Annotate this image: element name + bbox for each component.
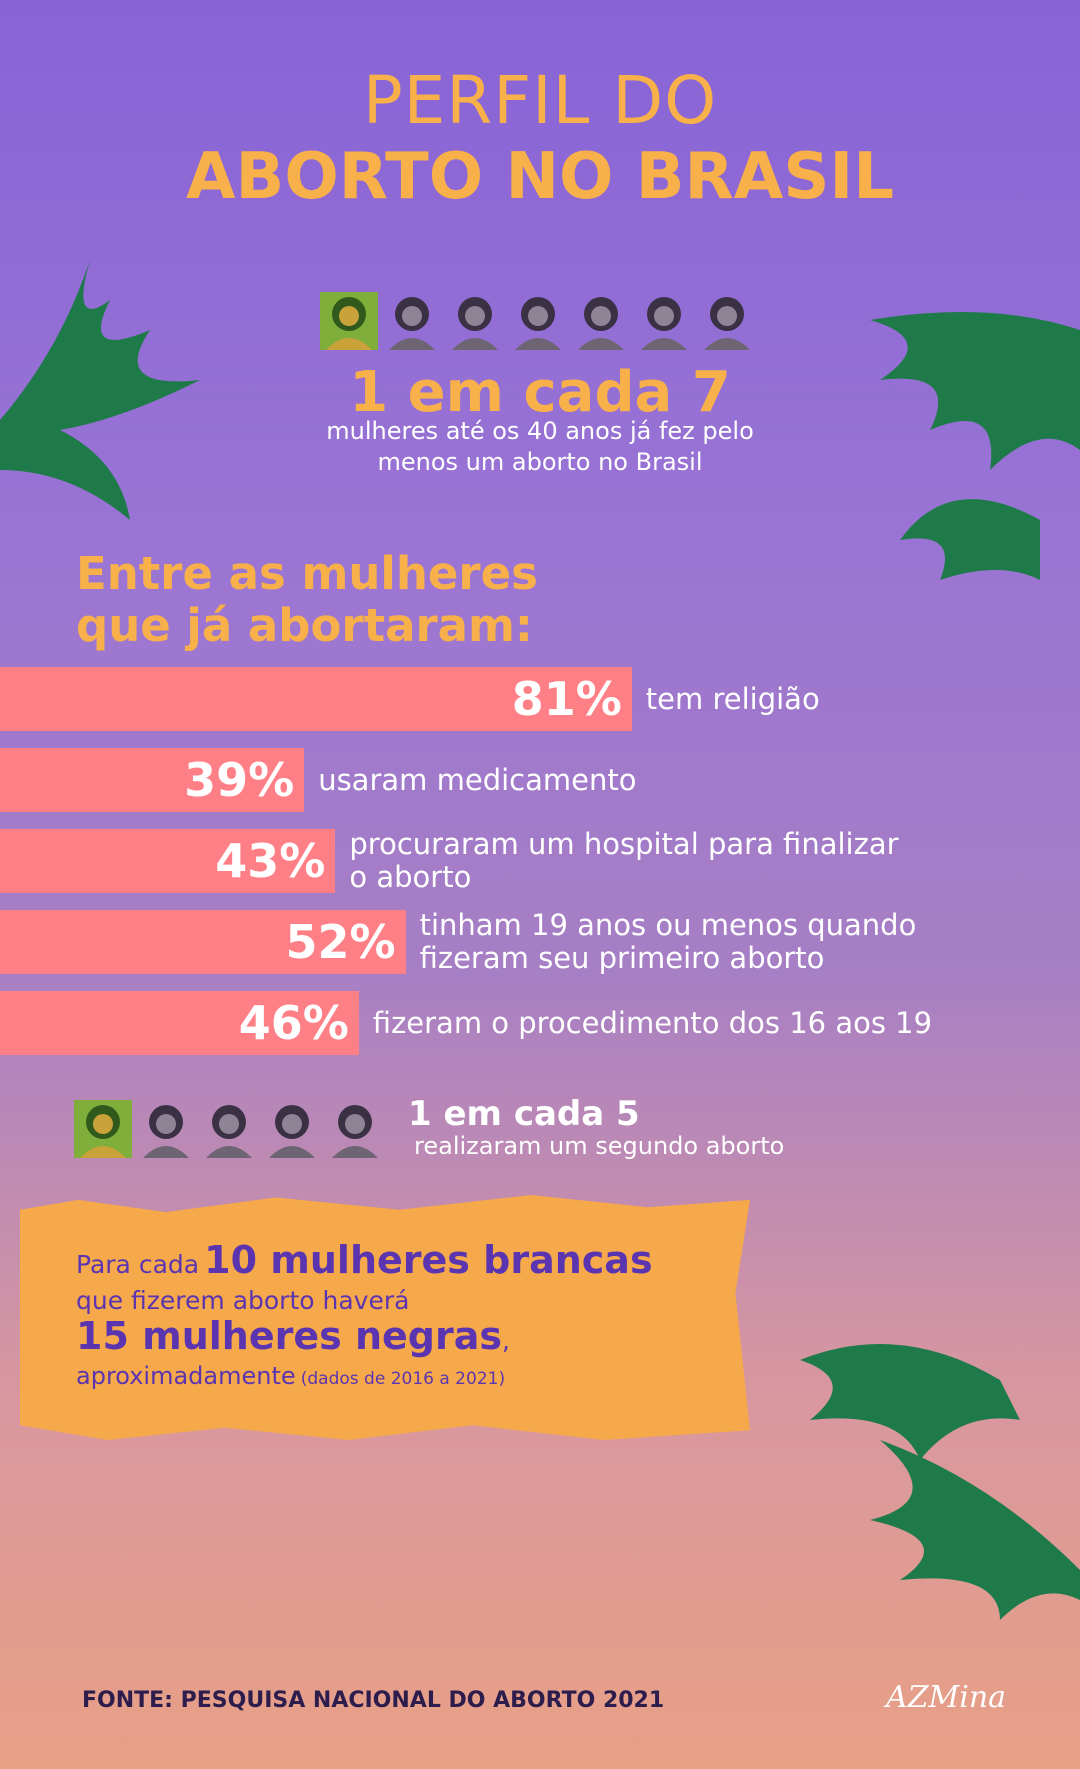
callout-line4: aproximadamente (dados de 2016 a 2021)	[76, 1362, 756, 1390]
bar	[0, 991, 359, 1055]
bar-description: tinham 19 anos ou menos quando fizeram s…	[419, 908, 917, 975]
leaves	[0, 260, 1080, 1620]
woman-icon	[320, 292, 378, 350]
section-heading: Entre as mulheres que já abortaram:	[76, 547, 538, 652]
callout-text: ,	[502, 1326, 510, 1355]
callout-emphasis: 15 mulheres negras	[76, 1314, 502, 1358]
value-label: 52%	[285, 915, 396, 969]
woman-icon	[452, 297, 498, 350]
callout-emphasis: 10 mulheres brancas	[204, 1238, 653, 1282]
main-stat: 1 em cada 7	[349, 360, 731, 425]
woman-icon	[641, 297, 687, 350]
callout-background	[20, 1195, 750, 1440]
woman-icon	[389, 297, 435, 350]
value-label: 43%	[215, 834, 326, 888]
woman-icons	[74, 292, 750, 1158]
bar-description: usaram medicamento	[318, 762, 637, 797]
callout-line3: 15 mulheres negras,	[76, 1314, 756, 1358]
bar	[0, 829, 336, 893]
bar	[0, 667, 632, 731]
main-stat-text: mulheres até os 40 anos já fez pelo meno…	[326, 417, 754, 476]
bar-description: fizeram o procedimento dos 16 aos 19	[372, 1005, 933, 1040]
value-label: 39%	[184, 753, 295, 807]
second-stat: 1 em cada 5	[408, 1094, 640, 1134]
logo: AZMina	[886, 1680, 1007, 1715]
bar-description: procuraram um hospital para finalizar o …	[349, 827, 899, 894]
woman-icon	[704, 297, 750, 350]
callout-text: que fizerem aborto haverá	[76, 1286, 410, 1315]
title-line2: ABORTO NO BRASIL	[186, 140, 894, 214]
woman-icon	[74, 1100, 132, 1158]
callout-note: (dados de 2016 a 2021)	[300, 1369, 506, 1389]
woman-icon	[332, 1105, 378, 1158]
bar	[0, 748, 305, 812]
woman-icon	[515, 297, 561, 350]
value-label: 81%	[511, 672, 622, 726]
source: FONTE: PESQUISA NACIONAL DO ABORTO 2021	[82, 1688, 665, 1713]
callout-line1: Para cada 10 mulheres brancas	[76, 1238, 756, 1282]
second-stat-text: realizaram um segundo aborto	[414, 1132, 785, 1160]
woman-icon	[578, 297, 624, 350]
bar-description: tem religião	[645, 681, 820, 716]
callout-text: aproximadamente	[76, 1362, 296, 1390]
woman-icon	[143, 1105, 189, 1158]
title-line1: PERFIL DO	[362, 62, 718, 139]
bar	[0, 910, 406, 974]
woman-icon	[206, 1105, 252, 1158]
callout-text: Para cada	[76, 1250, 200, 1279]
woman-icon	[269, 1105, 315, 1158]
value-label: 46%	[238, 996, 349, 1050]
